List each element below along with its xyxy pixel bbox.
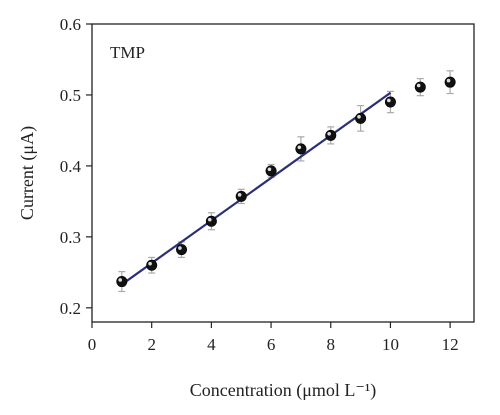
x-tick-label: 6 [267, 335, 276, 354]
data-point [235, 190, 247, 202]
tick-labels: 0 2 4 6 8 10 12 0.2 0.3 0.4 0.5 0.6 [60, 15, 459, 354]
data-point [295, 143, 307, 155]
data-point-highlight [297, 145, 302, 150]
data-point-highlight [267, 167, 272, 172]
data-point-highlight [178, 246, 182, 250]
data-point-highlight [387, 98, 391, 103]
data-point [205, 215, 217, 227]
y-tick-label: 0.3 [60, 228, 81, 247]
y-tick-label: 0.5 [60, 86, 81, 105]
x-tick-label: 2 [147, 335, 156, 354]
data-point-marker [265, 165, 277, 177]
x-tick-label: 12 [442, 335, 459, 354]
data-point [414, 81, 426, 93]
data-point-highlight [357, 114, 361, 119]
x-tick-label: 10 [382, 335, 399, 354]
data-point [444, 76, 456, 88]
data-point-highlight [118, 278, 123, 282]
data-point-highlight [416, 83, 421, 88]
y-tick-label: 0.4 [60, 157, 82, 176]
error-bars [118, 70, 454, 293]
x-tick-label: 4 [207, 335, 216, 354]
data-point-marker [176, 244, 188, 256]
data-point [176, 244, 188, 256]
data-point-marker [444, 76, 456, 88]
data-point-marker [355, 112, 367, 124]
y-tick-label: 0.6 [60, 15, 81, 34]
data-point-marker [295, 143, 307, 155]
data-point [355, 112, 367, 124]
data-point [325, 129, 337, 141]
x-tick-label: 8 [327, 335, 336, 354]
y-tick-label: 0.2 [60, 299, 81, 318]
plot-frame [91, 23, 475, 323]
fit-line [121, 91, 392, 286]
data-point-marker [414, 81, 426, 93]
data-point-marker [325, 129, 337, 141]
data-point-highlight [207, 217, 212, 222]
chart-annotation: TMP [110, 43, 145, 62]
data-point-highlight [237, 193, 242, 197]
data-point-marker [116, 276, 128, 288]
data-point-highlight [446, 78, 451, 83]
data-points [116, 76, 456, 288]
x-tick-label: 0 [88, 335, 97, 354]
x-axis-label: Concentration (μmol L⁻¹) [190, 380, 377, 401]
data-point-marker [205, 215, 217, 227]
data-point [265, 165, 277, 177]
data-point-marker [146, 259, 158, 271]
data-point-marker [384, 96, 396, 108]
data-point [384, 96, 396, 108]
data-point-highlight [148, 261, 152, 266]
data-point [146, 259, 158, 271]
data-point-marker [235, 190, 247, 202]
data-point-highlight [327, 131, 331, 136]
axes [86, 23, 475, 328]
y-axis-label: Current (μA) [17, 126, 38, 220]
fit-line-layer [121, 91, 392, 286]
data-point [116, 276, 128, 288]
